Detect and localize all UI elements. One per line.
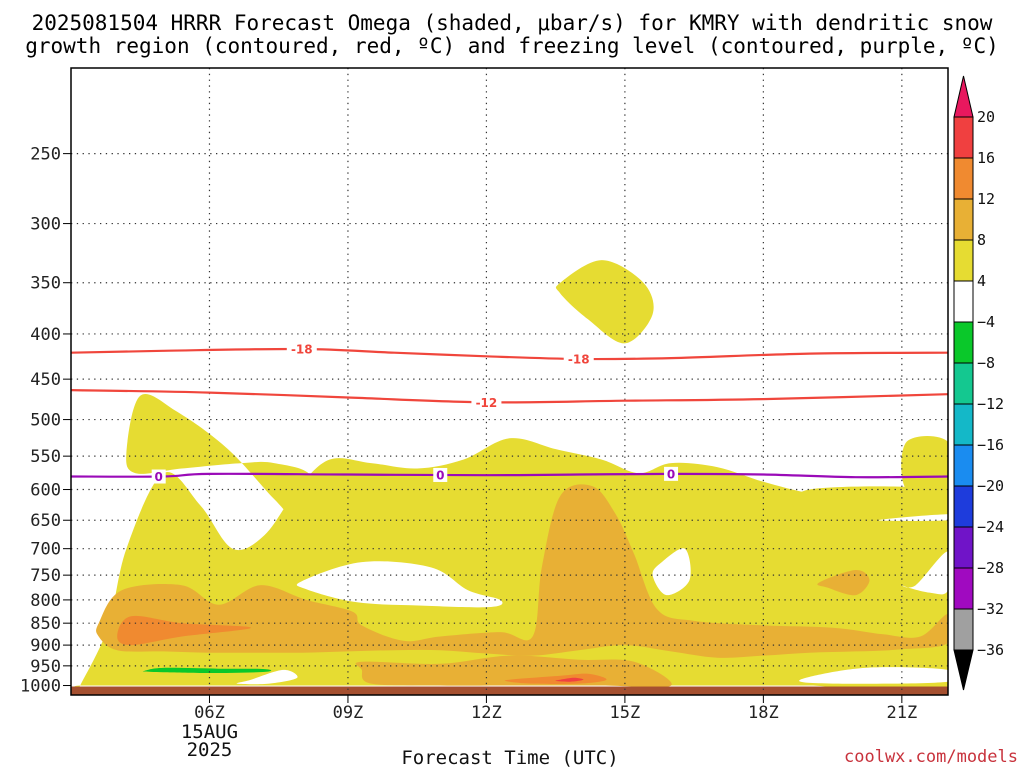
- colorbar-segment-8: [953, 444, 974, 487]
- colorbar-label-4: 4: [977, 272, 986, 290]
- omega-region-6: [652, 548, 691, 596]
- x-tick-label-15Z: 15Z: [610, 703, 641, 723]
- colorbar-segment-6: [953, 362, 974, 405]
- y-tick-label-900: 900: [30, 636, 61, 656]
- omega-region-1: [126, 393, 312, 519]
- colorbar-label-3: 8: [977, 231, 986, 249]
- y-tick-label-350: 350: [30, 274, 61, 294]
- colorbar-segment-10: [953, 526, 974, 569]
- colorbar-label-8: −16: [977, 436, 1004, 454]
- y-tick-label-250: 250: [30, 145, 61, 165]
- colorbar-segment-4: [953, 280, 974, 323]
- y-tick-label-300: 300: [30, 215, 61, 235]
- y-tick-label-850: 850: [30, 614, 61, 634]
- y-tick-label-750: 750: [30, 566, 61, 586]
- x-tick-label-18Z: 18Z: [748, 703, 779, 723]
- y-tick-label-800: 800: [30, 591, 61, 611]
- omega-region-9: [799, 667, 948, 684]
- credit-text[interactable]: coolwx.com/models: [844, 747, 1018, 767]
- x-tick-label-06Z: 06Z: [194, 703, 225, 723]
- colorbar-segment-9: [953, 485, 974, 528]
- y-tick-label-1000: 1000: [20, 677, 61, 697]
- freezing-level-contour-label-bg-0-0: [151, 469, 166, 484]
- title-line-2: growth region (contoured, red, ºC) and f…: [25, 34, 999, 58]
- y-tick-label-650: 650: [30, 511, 61, 531]
- freezing-level-contour-label-0-0: 0: [155, 470, 163, 484]
- grid-lines: [71, 68, 948, 695]
- omega-region-4: [792, 486, 948, 518]
- x-axis: 06Z 09Z 12Z 15Z 18Z 21Z: [194, 695, 917, 723]
- colorbar-label-7: −12: [977, 395, 1004, 413]
- colorbar-label-12: −32: [977, 600, 1004, 618]
- colorbar-segment-5: [953, 321, 974, 364]
- freezing-level-contour-line-0: [71, 472, 948, 479]
- colorbar-label-2: 12: [977, 190, 995, 208]
- colorbar-segment-2: [953, 198, 974, 241]
- omega-region-16: [555, 677, 584, 682]
- colorbar-label-1: 16: [977, 149, 995, 167]
- dgz-contour-line--18: [71, 347, 948, 361]
- colorbar-label-9: −20: [977, 477, 1004, 495]
- colorbar-label-10: −24: [977, 518, 1004, 536]
- omega-region-15: [504, 673, 607, 684]
- colorbar-max-triangle: [953, 75, 974, 118]
- omega-region-10: [236, 669, 298, 685]
- freezing-level-contour-label-bg-0-1: [433, 467, 448, 482]
- plot-frame: [70, 67, 949, 696]
- colorbar-label-0: 20: [977, 108, 995, 126]
- omega-region-2: [555, 260, 654, 344]
- y-tick-label-400: 400: [30, 325, 61, 345]
- freezing-level-contour-label-bg-0-2: [664, 466, 679, 481]
- y-tick-label-550: 550: [30, 447, 61, 467]
- colorbar-label-5: −4: [977, 313, 995, 331]
- x-tick-label-12Z: 12Z: [471, 703, 502, 723]
- colorbar-segment-3: [953, 239, 974, 282]
- y-tick-label-450: 450: [30, 370, 61, 390]
- y-tick-label-500: 500: [30, 411, 61, 431]
- dgz-contour-label-bg-0-0: [286, 342, 317, 357]
- dgz-contour-label-bg-0-1: [563, 352, 594, 367]
- plot-area: -18 -18 -12 0 0 0: [70, 67, 949, 696]
- x-axis-title: Forecast Time (UTC): [401, 747, 618, 768]
- omega-region-7: [901, 551, 948, 595]
- omega-region-3: [901, 435, 948, 496]
- omega-region-11: [96, 484, 948, 658]
- dgz-contour-label-bg-1-0: [471, 395, 502, 410]
- title-line-1: 2025081504 HRRR Forecast Omega (shaded, …: [32, 11, 993, 35]
- date-label-day: 15AUG: [181, 721, 238, 743]
- omega-region-12: [817, 569, 870, 596]
- dgz-contour-label-0-0: -18: [291, 343, 313, 357]
- contour-lines: -18 -18 -12 0 0 0: [71, 342, 948, 484]
- y-axis: 2503003504004505005506006507007508008509…: [20, 145, 71, 697]
- terrain-below-ground: [71, 686, 948, 695]
- colorbar-segment-12: [953, 608, 974, 651]
- freezing-level-contour-label-0-2: 0: [667, 467, 675, 481]
- omega-region-14: [117, 615, 251, 646]
- colorbar-segment-7: [953, 403, 974, 446]
- colorbar-segment-1: [953, 157, 974, 200]
- x-tick-label-21Z: 21Z: [886, 703, 917, 723]
- colorbar: 20 16 12 8 4 −4 −8 −12 −16 −20 −24 −28 −32 −36: [953, 75, 1004, 691]
- colorbar-segment-11: [953, 567, 974, 610]
- dgz-contour-label-0-1: -18: [568, 353, 590, 367]
- omega-region-8: [878, 514, 948, 521]
- y-tick-label-700: 700: [30, 540, 61, 560]
- colorbar-label-11: −28: [977, 559, 1004, 577]
- colorbar-label-6: −8: [977, 354, 995, 372]
- colorbar-min-triangle: [953, 649, 974, 691]
- freezing-level-contour-label-0-1: 0: [436, 468, 444, 482]
- y-tick-label-950: 950: [30, 657, 61, 677]
- dgz-contour-label-1-0: -12: [476, 396, 498, 410]
- x-tick-label-09Z: 09Z: [333, 703, 364, 723]
- y-tick-label-600: 600: [30, 481, 61, 501]
- colorbar-segment-0: [953, 116, 974, 159]
- date-label-year: 2025: [187, 739, 233, 761]
- omega-region-17: [142, 667, 272, 674]
- colorbar-label-13: −36: [977, 641, 1004, 659]
